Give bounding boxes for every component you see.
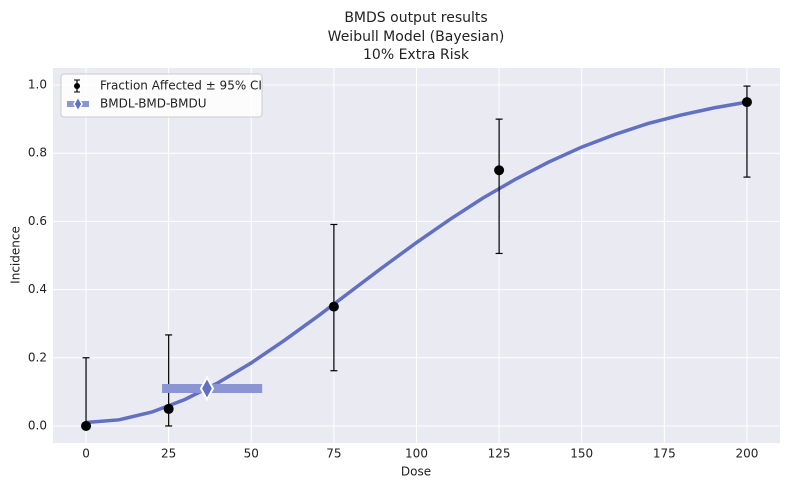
x-axis-label: Dose xyxy=(401,465,431,479)
x-tick-label: 0 xyxy=(82,447,90,461)
legend-box xyxy=(60,73,263,118)
legend-label: BMDL-BMD-BMDU xyxy=(100,97,207,111)
y-tick-label: 0.6 xyxy=(28,214,47,228)
data-point xyxy=(81,420,92,431)
chart-title: 10% Extra Risk xyxy=(363,47,470,63)
y-tick-label: 0.8 xyxy=(28,146,47,160)
x-tick-label: 125 xyxy=(488,447,511,461)
x-tick-label: 25 xyxy=(161,447,176,461)
x-tick-label: 50 xyxy=(244,447,259,461)
bmd-marker xyxy=(199,375,215,402)
chart-title: Weibull Model (Bayesian) xyxy=(328,29,505,45)
x-tick-label: 150 xyxy=(570,447,593,461)
data-point xyxy=(328,301,339,312)
legend-icon xyxy=(73,95,83,113)
data-point xyxy=(494,165,505,176)
y-tick-label: 1.0 xyxy=(28,78,47,92)
model-curve xyxy=(85,100,748,425)
y-axis-label: Incidence xyxy=(9,226,23,284)
x-tick-label: 200 xyxy=(736,447,759,461)
y-tick-label: 0.2 xyxy=(28,350,47,364)
legend-icon xyxy=(74,83,80,89)
data-point xyxy=(741,97,752,108)
x-tick-label: 175 xyxy=(653,447,676,461)
y-tick-label: 0.4 xyxy=(28,282,47,296)
x-tick-label: 75 xyxy=(326,447,341,461)
legend-label: Fraction Affected ± 95% CI xyxy=(100,79,262,93)
y-tick-label: 0.0 xyxy=(28,418,47,432)
x-tick-label: 100 xyxy=(405,447,428,461)
data-point xyxy=(163,403,174,414)
chart-title: BMDS output results xyxy=(344,10,487,26)
legend: Fraction Affected ± 95% CI BMDL-BMD-BMDU xyxy=(60,73,263,118)
